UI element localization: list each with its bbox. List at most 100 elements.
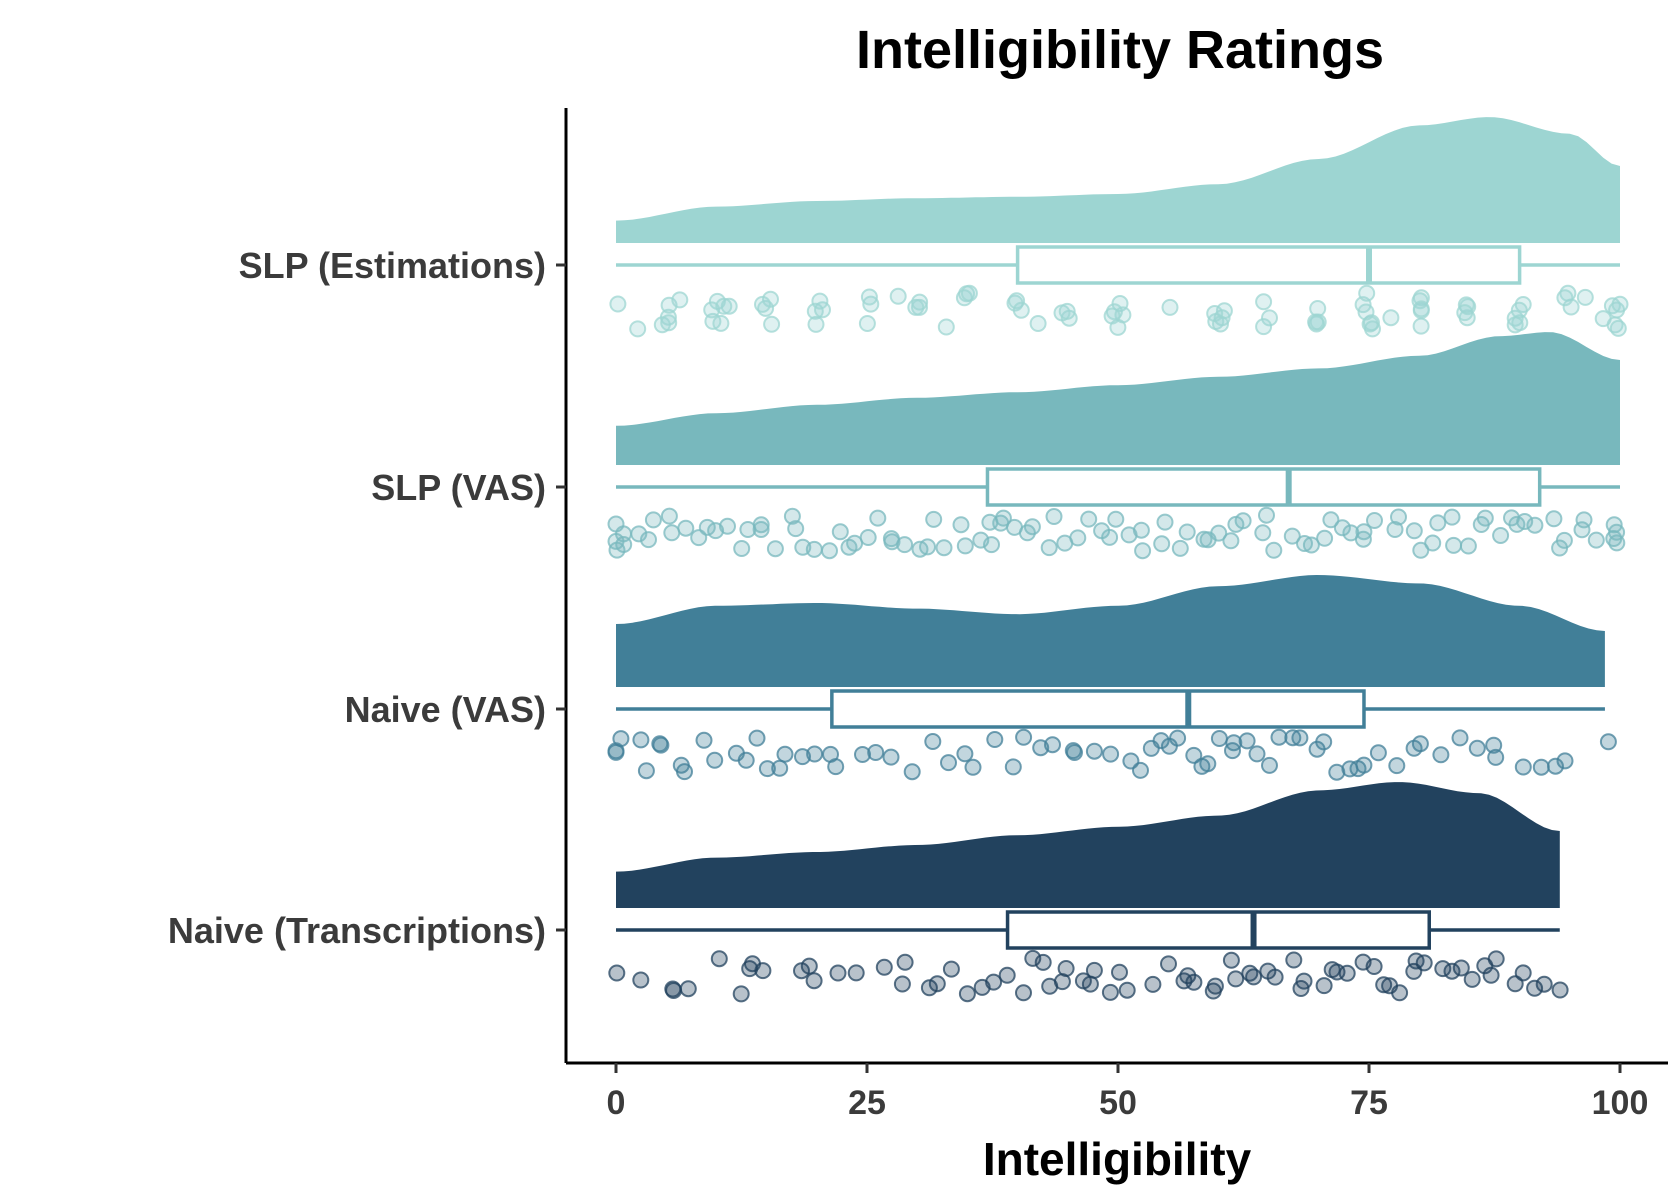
data-point xyxy=(766,540,784,558)
data-point xyxy=(607,743,625,761)
data-point xyxy=(998,966,1016,984)
data-point xyxy=(1443,962,1461,980)
data-point xyxy=(1103,307,1121,325)
data-point xyxy=(935,539,953,557)
data-point xyxy=(1224,742,1241,760)
data-point xyxy=(1178,523,1196,541)
data-point xyxy=(1357,303,1375,321)
data-point xyxy=(1234,512,1252,530)
data-point xyxy=(867,744,885,761)
data-point xyxy=(958,985,976,1003)
data-point xyxy=(994,509,1012,527)
data-point xyxy=(1333,519,1351,537)
data-point xyxy=(1605,516,1623,534)
data-point xyxy=(1315,977,1333,995)
data-point xyxy=(1412,541,1430,559)
data-point xyxy=(875,958,893,976)
data-point xyxy=(1058,302,1076,320)
data-point xyxy=(695,731,713,749)
data-point xyxy=(1101,528,1119,546)
density-cloud xyxy=(616,575,1605,687)
data-point xyxy=(1057,960,1075,977)
group-2 xyxy=(607,332,1626,560)
rain-points xyxy=(607,728,1617,781)
rain-points xyxy=(608,949,1569,1003)
box-iqr xyxy=(1005,910,1431,950)
data-point xyxy=(1266,968,1284,986)
data-point xyxy=(1238,732,1256,750)
data-point xyxy=(986,731,1004,748)
data-point xyxy=(1526,516,1544,534)
data-point xyxy=(1222,532,1240,550)
data-point xyxy=(896,536,914,554)
data-point xyxy=(1487,950,1505,968)
data-point xyxy=(1261,756,1278,774)
data-point xyxy=(754,295,771,313)
data-point xyxy=(720,297,738,315)
data-point xyxy=(1545,510,1563,528)
data-point xyxy=(752,521,770,538)
data-point xyxy=(644,511,662,529)
data-point xyxy=(1210,524,1228,542)
data-point xyxy=(1411,735,1429,753)
data-point xyxy=(928,975,946,993)
groups-layer xyxy=(607,117,1629,1003)
data-point xyxy=(956,537,974,555)
data-point xyxy=(776,745,794,763)
data-point xyxy=(1210,730,1228,747)
data-point xyxy=(1169,729,1187,747)
data-point xyxy=(1102,745,1120,763)
x-tick-label: 100 xyxy=(1592,1084,1649,1122)
data-point xyxy=(1412,300,1430,318)
data-point xyxy=(1199,755,1217,773)
data-point xyxy=(1382,309,1400,327)
data-point xyxy=(919,538,936,556)
data-point xyxy=(1160,955,1177,973)
data-point xyxy=(1328,763,1346,781)
data-point xyxy=(1134,542,1152,560)
data-point xyxy=(1161,298,1179,316)
data-point xyxy=(1487,748,1505,766)
data-point xyxy=(1040,539,1058,557)
data-point xyxy=(737,751,755,769)
data-point xyxy=(903,763,921,781)
data-point xyxy=(907,298,925,316)
data-point xyxy=(1556,289,1574,307)
data-point xyxy=(1315,733,1333,751)
data-point xyxy=(1069,529,1087,547)
data-point xyxy=(1562,298,1580,316)
data-point xyxy=(1369,744,1387,762)
data-point xyxy=(1044,736,1061,754)
group-3 xyxy=(607,575,1617,781)
data-point xyxy=(660,314,678,332)
data-point xyxy=(1008,292,1026,310)
data-point xyxy=(952,516,970,534)
data-point xyxy=(1535,975,1553,993)
data-point xyxy=(712,314,730,332)
data-point xyxy=(983,536,1000,554)
data-point xyxy=(1066,744,1083,761)
rain-points xyxy=(609,284,1629,338)
data-point xyxy=(1101,983,1119,1001)
data-point xyxy=(640,531,657,549)
data-point xyxy=(1452,959,1470,977)
data-point xyxy=(1261,309,1278,327)
data-point xyxy=(665,982,683,999)
data-point xyxy=(1255,318,1273,336)
data-point xyxy=(733,540,751,557)
data-point xyxy=(783,507,801,525)
y-tick-label: Naive (VAS) xyxy=(345,689,546,730)
data-point xyxy=(771,759,789,777)
data-point xyxy=(1358,284,1376,302)
data-point xyxy=(1338,964,1356,982)
x-ticks: 0 25 50 75 100 xyxy=(607,1063,1649,1122)
data-point xyxy=(758,760,776,778)
y-tick-label: Naive (Transcriptions) xyxy=(168,910,546,951)
data-point xyxy=(1482,966,1500,984)
data-point xyxy=(860,288,878,306)
data-point xyxy=(1514,964,1532,982)
data-point xyxy=(925,510,943,528)
data-point xyxy=(1270,728,1288,746)
data-point xyxy=(956,745,974,763)
